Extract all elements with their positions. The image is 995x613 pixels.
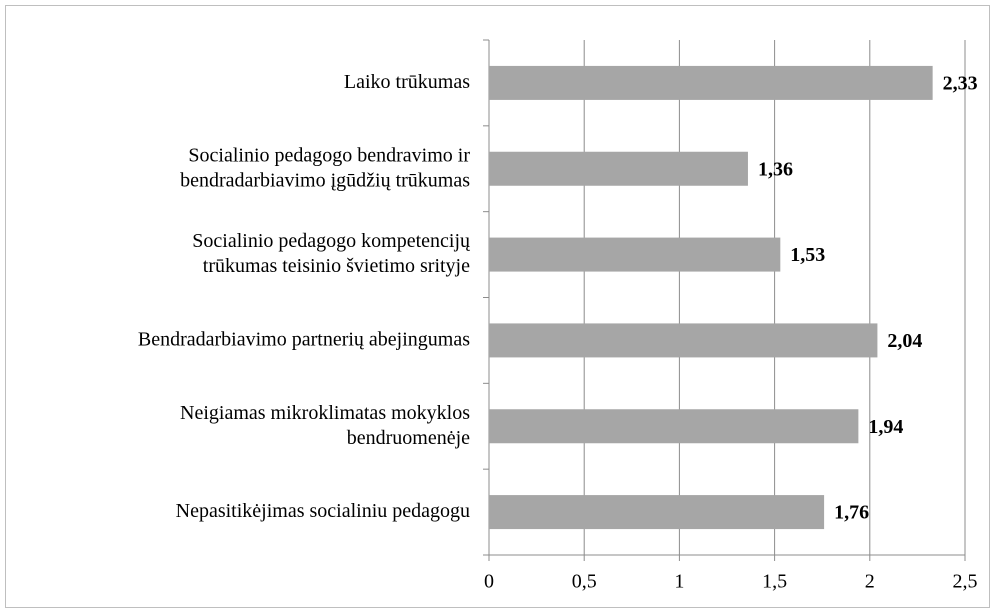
value-label: 2,04	[887, 330, 922, 352]
y-tick-label: Nepasitikėjimas socialiniu pedagogu	[176, 500, 470, 522]
y-tick-label: Laiko trūkumas	[344, 71, 470, 93]
value-label: 2,33	[943, 73, 978, 95]
x-tick-label: 2	[865, 571, 875, 593]
value-label: 1,36	[758, 158, 793, 180]
y-tick-label: Socialinio pedagogo kompetencijų trūkumas…	[192, 230, 471, 277]
y-tick-label: Bendradarbiavimo partnerių abejingumas	[138, 328, 470, 350]
x-tick-label: 2,5	[953, 571, 978, 593]
value-label: 1,53	[790, 244, 825, 266]
bar	[489, 237, 781, 272]
x-tick-label: 0,5	[572, 571, 597, 593]
x-tick-label: 1	[674, 571, 684, 593]
value-label: 1,76	[834, 502, 869, 524]
bar	[489, 323, 878, 358]
x-tick-label: 0	[484, 571, 494, 593]
x-tick-label: 1,5	[762, 571, 787, 593]
bar	[489, 151, 748, 186]
y-tick-label: Socialinio pedagogo bendravimo ir bendrad…	[180, 144, 470, 191]
bar	[489, 65, 933, 100]
bar	[489, 409, 859, 444]
y-tick-label: Neigiamas mikroklimatas mokyklos bendruom…	[180, 401, 470, 448]
bar	[489, 495, 825, 530]
value-label: 1,94	[868, 416, 903, 438]
